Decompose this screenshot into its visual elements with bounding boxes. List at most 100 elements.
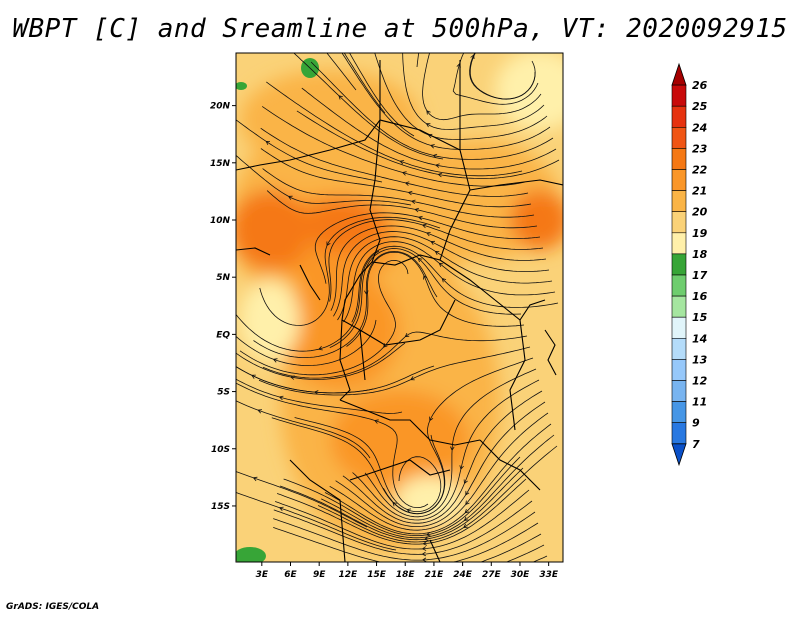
streamline bbox=[296, 110, 560, 180]
colorbar-label: 7 bbox=[692, 438, 700, 451]
y-tick-label: 15N bbox=[210, 159, 231, 169]
country-borders bbox=[236, 60, 563, 562]
colorbar-label: 9 bbox=[692, 417, 700, 430]
streamline bbox=[236, 342, 406, 380]
x-tick-label: 18E bbox=[396, 570, 416, 580]
colorbar-label: 18 bbox=[692, 248, 708, 261]
border-line bbox=[544, 329, 557, 376]
colorbar: 26 25 24 23 22 21 20 19 18 17 16 15 14 13 12 11 9 7 bbox=[671, 62, 708, 467]
streamline bbox=[469, 53, 536, 100]
colorbar-box bbox=[671, 253, 687, 276]
border-line bbox=[494, 299, 526, 431]
streamline bbox=[301, 87, 557, 170]
x-tick-label: 27E bbox=[482, 570, 502, 580]
colorbar-label: 12 bbox=[692, 375, 708, 388]
y-tick-label: 5N bbox=[216, 273, 230, 283]
streamline bbox=[279, 467, 524, 541]
cool-region bbox=[395, 475, 465, 525]
colorbar-box bbox=[671, 169, 687, 191]
streamline bbox=[274, 489, 530, 551]
border-line bbox=[236, 119, 381, 171]
streamline bbox=[253, 251, 438, 358]
x-tick-label: 21E bbox=[425, 570, 445, 580]
border-line bbox=[289, 459, 346, 562]
streamline bbox=[236, 154, 412, 206]
streamline bbox=[294, 417, 442, 513]
cool-patch bbox=[236, 547, 266, 562]
border-line bbox=[429, 539, 441, 562]
streamline bbox=[236, 366, 374, 394]
colorbar-label: 20 bbox=[692, 206, 708, 219]
streamline bbox=[328, 219, 544, 302]
x-tick-label: 6E bbox=[284, 570, 297, 580]
streamline bbox=[262, 331, 528, 379]
colorbar-label: 26 bbox=[692, 79, 708, 92]
y-tick-label: EQ bbox=[216, 330, 230, 340]
x-tick-label: 24E bbox=[453, 570, 473, 580]
streamline bbox=[337, 236, 553, 321]
colorbar-box bbox=[671, 422, 687, 445]
streamline bbox=[236, 382, 429, 509]
streamline bbox=[314, 212, 541, 284]
colorbar-label: 22 bbox=[692, 164, 708, 177]
streamline bbox=[273, 500, 533, 557]
streamline bbox=[260, 127, 529, 197]
colorbar-box bbox=[671, 148, 687, 170]
streamline bbox=[352, 379, 540, 521]
colorbar-label: 24 bbox=[692, 121, 707, 134]
y-axis: 20N 15N 10N 5N EQ 5S 10S 15S bbox=[210, 102, 236, 512]
streamline bbox=[236, 119, 383, 183]
streamline bbox=[236, 250, 380, 352]
streamline bbox=[342, 390, 543, 524]
streamline bbox=[351, 245, 559, 323]
streamline bbox=[374, 53, 548, 140]
x-tick-label: 3E bbox=[256, 570, 269, 580]
streamline bbox=[321, 434, 555, 539]
streamline bbox=[261, 106, 526, 187]
cool-patch bbox=[236, 82, 247, 90]
chart-title: WBPT [C] and Sreamline at 500hPa, VT: 20… bbox=[12, 14, 788, 44]
streamline bbox=[364, 368, 537, 518]
colorbar-label: 19 bbox=[692, 227, 708, 240]
colorbar-box bbox=[671, 359, 687, 381]
border-line bbox=[479, 439, 541, 491]
streamline bbox=[236, 319, 377, 366]
streamline bbox=[341, 53, 551, 150]
streamline bbox=[402, 53, 545, 130]
border-line bbox=[371, 254, 496, 301]
colorbar-box bbox=[671, 316, 687, 339]
colorbar-box bbox=[671, 211, 687, 234]
colorbar-label: 14 bbox=[692, 332, 707, 345]
cool-region bbox=[240, 280, 300, 360]
colorbar-arrow-top bbox=[671, 62, 687, 86]
streamline bbox=[273, 522, 539, 562]
border-line bbox=[236, 247, 271, 256]
streamline bbox=[266, 81, 523, 177]
streamline bbox=[262, 168, 535, 218]
border-line bbox=[469, 179, 563, 191]
border-line bbox=[339, 319, 351, 401]
border-line bbox=[359, 299, 456, 346]
plot-frame bbox=[235, 52, 564, 563]
streamline bbox=[271, 417, 446, 515]
streamline bbox=[505, 544, 545, 562]
colorbar-box bbox=[671, 295, 687, 318]
y-tick-label: 15S bbox=[211, 502, 230, 512]
streamline bbox=[329, 412, 549, 531]
warm-region bbox=[510, 190, 563, 250]
x-tick-label: 12E bbox=[339, 570, 359, 580]
border-line bbox=[519, 299, 546, 321]
border-line bbox=[299, 264, 321, 301]
streamlines bbox=[236, 53, 560, 562]
streamline bbox=[343, 53, 386, 114]
streamline bbox=[236, 492, 397, 551]
streamline bbox=[236, 378, 403, 414]
cool-region bbox=[495, 53, 563, 130]
x-axis: 3E 6E 9E 12E 15E 18E 21E 24E 27E 30E 33E bbox=[256, 562, 559, 580]
colorbar-box bbox=[671, 190, 687, 213]
y-tick-label: 20N bbox=[210, 102, 231, 112]
streamline bbox=[324, 423, 552, 535]
streamline bbox=[343, 241, 556, 323]
x-tick-label: 15E bbox=[367, 570, 387, 580]
